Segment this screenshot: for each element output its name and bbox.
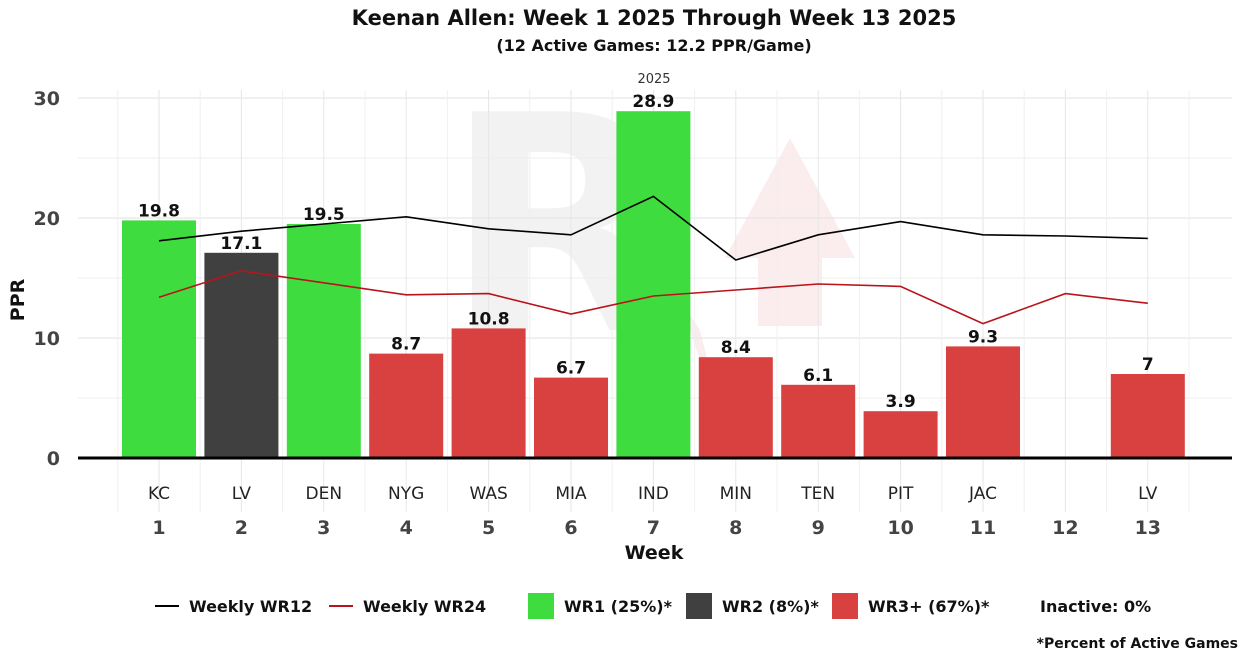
week-tick-label: 11	[970, 517, 996, 539]
y-tick-label: 20	[34, 208, 60, 230]
bar-week-1	[122, 220, 196, 458]
opponent-label: WAS	[469, 484, 507, 504]
opponent-label: DEN	[306, 484, 343, 504]
y-axis-ticks: 0 10 20 30	[34, 88, 60, 470]
week-tick-label: 6	[564, 517, 577, 539]
bar-week-11	[946, 346, 1020, 458]
week-tick-label: 9	[812, 517, 825, 539]
legend-label: Weekly WR12	[189, 597, 312, 616]
week-tick-label: 5	[482, 517, 495, 539]
legend: Weekly WR12 Weekly WR24 WR1 (25%)* WR2 (8%)…	[155, 593, 1151, 619]
opponent-label: LV	[232, 484, 252, 504]
legend-item: WR2 (8%)*	[686, 593, 819, 619]
y-tick-label: 30	[34, 88, 60, 110]
opponent-label: KC	[148, 484, 170, 504]
data-label-week-2: 17.1	[220, 234, 262, 254]
week-tick-label: 8	[729, 517, 742, 539]
data-label-week-3: 19.5	[303, 205, 345, 225]
bar-week-9	[781, 384, 856, 458]
data-label-week-6: 6.7	[556, 359, 586, 379]
legend-label: WR1 (25%)*	[564, 597, 673, 616]
opponent-label: NYG	[388, 484, 424, 504]
footnote: *Percent of Active Games	[1037, 636, 1238, 652]
data-label-week-11: 9.3	[968, 327, 998, 347]
opponent-label: TEN	[800, 484, 835, 504]
opponent-labels: KC LV DEN NYG WAS MIA IND MIN TEN PIT JAC LV	[148, 484, 1158, 504]
legend-item: Inactive: 0%	[1040, 597, 1151, 616]
data-label-week-5: 10.8	[468, 309, 510, 329]
data-label-week-9: 6.1	[803, 366, 833, 386]
week-tick-label: 13	[1135, 517, 1161, 539]
legend-box-swatch	[832, 593, 858, 619]
legend-box-swatch	[528, 593, 554, 619]
x-axis-title: Week	[625, 542, 684, 564]
data-label-week-10: 3.9	[886, 392, 916, 412]
legend-item: WR3+ (67%)*	[832, 593, 990, 619]
week-tick-label: 10	[887, 517, 913, 539]
week-tick-label: 3	[317, 517, 330, 539]
bar-week-5	[451, 328, 526, 458]
bar-week-8	[698, 357, 773, 458]
week-tick-label: 12	[1052, 517, 1078, 539]
data-label-week-7: 28.9	[632, 92, 674, 112]
week-tick-label: 7	[647, 517, 660, 539]
data-label-week-1: 19.8	[138, 201, 180, 221]
week-tick-label: 2	[235, 517, 248, 539]
legend-item: WR1 (25%)*	[528, 593, 673, 619]
legend-item: Weekly WR24	[329, 597, 486, 616]
bar-week-3	[286, 224, 361, 458]
chart-title: Keenan Allen: Week 1 2025 Through Week 1…	[352, 6, 957, 30]
bar-week-10	[863, 411, 938, 458]
opponent-label: MIA	[555, 484, 587, 504]
legend-label: WR3+ (67%)*	[868, 597, 990, 616]
opponent-label: IND	[638, 484, 669, 504]
opponent-label: PIT	[888, 484, 914, 504]
legend-label: Weekly WR24	[363, 597, 486, 616]
data-label-week-4: 8.7	[391, 335, 421, 355]
y-tick-label: 10	[34, 328, 60, 350]
bars	[122, 111, 1185, 458]
benchmark-lines	[158, 195, 1148, 325]
opponent-label: JAC	[968, 484, 997, 504]
bar-week-4	[369, 353, 444, 458]
chart-subtitle: (12 Active Games: 12.2 PPR/Game)	[496, 36, 811, 55]
bar-week-7	[616, 111, 691, 458]
bar-week-2	[204, 252, 279, 458]
legend-item: Weekly WR12	[155, 597, 312, 616]
bar-week-13	[1110, 374, 1185, 458]
week-tick-label: 1	[152, 517, 165, 539]
week-tick-label: 4	[400, 517, 413, 539]
legend-label: Inactive: 0%	[1040, 597, 1151, 616]
data-label-week-8: 8.4	[721, 338, 751, 358]
opponent-label: LV	[1138, 484, 1158, 504]
data-labels: 19.8 17.1 19.5 8.7 10.8 6.7 28.9 8.4 6.1 3.9 9.3 7	[138, 92, 1154, 412]
bar-week-6	[534, 377, 608, 458]
legend-label: WR2 (8%)*	[722, 597, 819, 616]
facet-label: 2025	[637, 72, 670, 87]
opponent-label: MIN	[720, 484, 752, 504]
series-line-wr12	[158, 195, 1148, 261]
y-tick-label: 0	[47, 448, 60, 470]
y-axis-title: PPR	[7, 278, 29, 321]
data-label-week-13: 7	[1142, 355, 1154, 375]
week-labels: 1 2 3 4 5 6 7 8 9 10 11 12 13	[152, 517, 1161, 539]
series-line-wr24	[158, 269, 1148, 325]
legend-box-swatch	[686, 593, 712, 619]
